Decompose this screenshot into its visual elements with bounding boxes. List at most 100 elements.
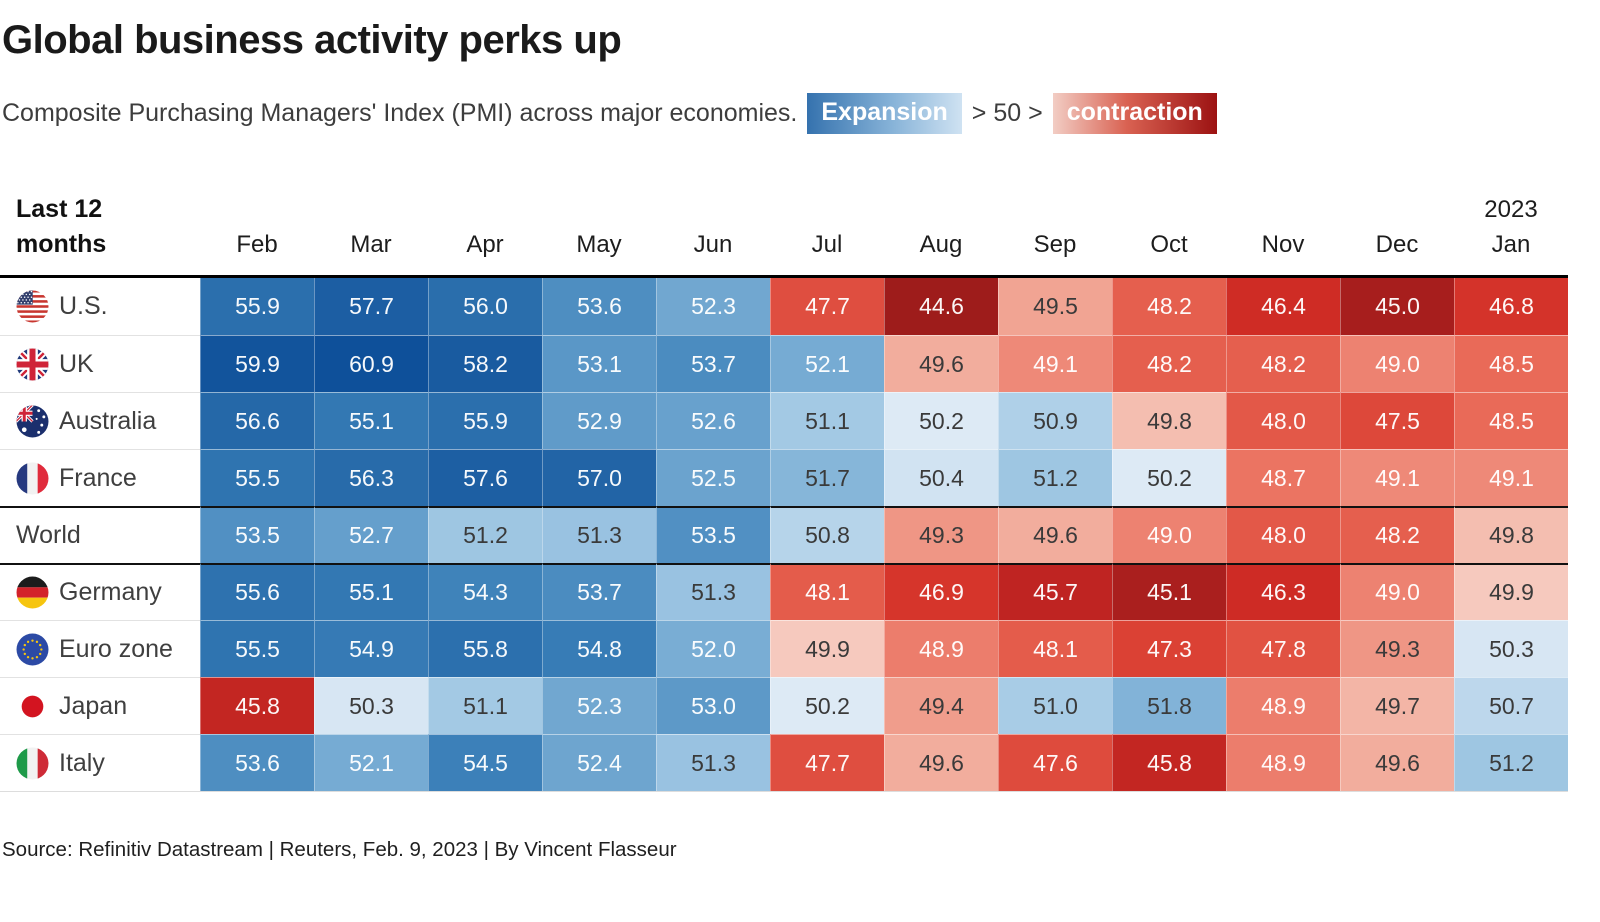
pmi-cell-japan-oct: 51.8 (1112, 677, 1226, 734)
pmi-cell-uk-jan: 48.5 (1454, 335, 1568, 392)
pmi-cell-japan-jun: 53.0 (656, 677, 770, 734)
column-header-jan: 2023 Jan (1454, 192, 1568, 262)
pmi-cell-euro-zone-mar: 54.9 (314, 620, 428, 677)
pmi-cell-u-s-jul: 47.7 (770, 278, 884, 335)
pmi-cell-italy-dec: 49.6 (1340, 734, 1454, 791)
month-label: Apr (466, 231, 504, 258)
pmi-cell-japan-dec: 49.7 (1340, 677, 1454, 734)
pmi-cell-france-apr: 57.6 (428, 449, 542, 506)
pmi-cell-u-s-mar: 57.7 (314, 278, 428, 335)
pmi-cell-euro-zone-jun: 52.0 (656, 620, 770, 677)
country-name: UK (59, 349, 94, 378)
month-label: Jan (1491, 231, 1531, 258)
month-label: May (576, 231, 622, 258)
germany-flag-icon (16, 576, 49, 609)
pmi-cell-australia-jul: 51.1 (770, 392, 884, 449)
column-header-mar: Mar (314, 227, 428, 262)
pmi-cell-france-may: 57.0 (542, 449, 656, 506)
pmi-cell-france-dec: 49.1 (1340, 449, 1454, 506)
column-header-may: May (542, 227, 656, 262)
month-label: Nov (1261, 231, 1305, 258)
pmi-cell-france-jan: 49.1 (1454, 449, 1568, 506)
pmi-cell-euro-zone-feb: 55.5 (200, 620, 314, 677)
pmi-cell-world-may: 51.3 (542, 506, 656, 563)
pmi-cell-euro-zone-jul: 49.9 (770, 620, 884, 677)
pmi-cell-u-s-aug: 44.6 (884, 278, 998, 335)
pmi-cell-world-nov: 48.0 (1226, 506, 1340, 563)
pmi-cell-u-s-oct: 48.2 (1112, 278, 1226, 335)
pmi-cell-japan-jul: 50.2 (770, 677, 884, 734)
column-header-nov: Nov (1226, 227, 1340, 262)
country-name: World (16, 521, 81, 549)
pmi-cell-euro-zone-dec: 49.3 (1340, 620, 1454, 677)
pmi-cell-italy-jul: 47.7 (770, 734, 884, 791)
pmi-cell-australia-jun: 52.6 (656, 392, 770, 449)
subtitle: Composite Purchasing Managers' Index (PM… (2, 99, 798, 127)
pmi-cell-france-mar: 56.3 (314, 449, 428, 506)
corner-label: Last 12 months (16, 195, 107, 258)
pmi-cell-italy-aug: 49.6 (884, 734, 998, 791)
month-label: Jun (693, 231, 733, 258)
heatmap-header-row: Last 12 months Feb Mar Apr May Jun Jul Aug Sep O… (0, 192, 1568, 278)
pmi-cell-australia-sep: 50.9 (998, 392, 1112, 449)
pmi-cell-italy-mar: 52.1 (314, 734, 428, 791)
pmi-cell-uk-aug: 49.6 (884, 335, 998, 392)
pmi-cell-france-sep: 51.2 (998, 449, 1112, 506)
pmi-cell-france-aug: 50.4 (884, 449, 998, 506)
pmi-cell-euro-zone-jan: 50.3 (1454, 620, 1568, 677)
pmi-cell-euro-zone-sep: 48.1 (998, 620, 1112, 677)
japan-flag-icon (16, 690, 49, 723)
pmi-cell-australia-oct: 49.8 (1112, 392, 1226, 449)
pmi-cell-japan-nov: 48.9 (1226, 677, 1340, 734)
pmi-cell-uk-sep: 49.1 (998, 335, 1112, 392)
pmi-cell-euro-zone-oct: 47.3 (1112, 620, 1226, 677)
pmi-cell-u-s-jan: 46.8 (1454, 278, 1568, 335)
pmi-cell-france-jul: 51.7 (770, 449, 884, 506)
column-header-oct: Oct (1112, 227, 1226, 262)
us-flag-icon (16, 290, 49, 323)
pmi-cell-italy-jan: 51.2 (1454, 734, 1568, 791)
pmi-cell-italy-oct: 45.8 (1112, 734, 1226, 791)
country-name: Japan (59, 691, 128, 720)
pmi-cell-uk-may: 53.1 (542, 335, 656, 392)
pmi-cell-uk-oct: 48.2 (1112, 335, 1226, 392)
column-header-jun: Jun (656, 227, 770, 262)
pmi-cell-uk-feb: 59.9 (200, 335, 314, 392)
pmi-cell-australia-jan: 48.5 (1454, 392, 1568, 449)
row-label-france: France (0, 449, 200, 506)
pmi-cell-japan-may: 52.3 (542, 677, 656, 734)
legend-contraction-chip: contraction (1052, 93, 1217, 134)
pmi-cell-u-s-nov: 46.4 (1226, 278, 1340, 335)
subtitle-row: Composite Purchasing Managers' Index (PM… (2, 93, 1600, 134)
pmi-cell-germany-jun: 51.3 (656, 563, 770, 620)
column-header-sep: Sep (998, 227, 1112, 262)
pmi-cell-germany-feb: 55.6 (200, 563, 314, 620)
month-label: Dec (1375, 231, 1419, 258)
column-header-jul: Jul (770, 227, 884, 262)
row-label-italy: Italy (0, 734, 200, 791)
row-label-u-s: U.S. (0, 278, 200, 335)
country-name: Germany (59, 578, 162, 606)
country-name: France (59, 463, 137, 492)
pmi-cell-world-jul: 50.8 (770, 506, 884, 563)
month-label: Jul (811, 231, 843, 258)
pmi-cell-world-apr: 51.2 (428, 506, 542, 563)
source-note: Source: Refinitiv Datastream | Reuters, … (2, 838, 677, 861)
pmi-cell-australia-may: 52.9 (542, 392, 656, 449)
pmi-cell-euro-zone-may: 54.8 (542, 620, 656, 677)
country-name: U.S. (59, 292, 108, 320)
pmi-cell-uk-jun: 53.7 (656, 335, 770, 392)
country-name: Italy (59, 748, 105, 777)
row-label-germany: Germany (0, 563, 200, 620)
pmi-cell-euro-zone-apr: 55.8 (428, 620, 542, 677)
heatmap-body: U.S. 55.9 57.7 56.0 53.6 52.3 47.7 44.6 49.5 48.2… (0, 278, 1568, 792)
pmi-cell-germany-aug: 46.9 (884, 563, 998, 620)
pmi-cell-u-s-feb: 55.9 (200, 278, 314, 335)
year-label: 2023 (1484, 196, 1538, 223)
row-label-uk: UK (0, 335, 200, 392)
legend-threshold-label: > 50 > (971, 99, 1043, 127)
row-label-world: World (0, 506, 200, 563)
pmi-cell-u-s-apr: 56.0 (428, 278, 542, 335)
month-label: Aug (919, 231, 963, 258)
pmi-cell-uk-mar: 60.9 (314, 335, 428, 392)
